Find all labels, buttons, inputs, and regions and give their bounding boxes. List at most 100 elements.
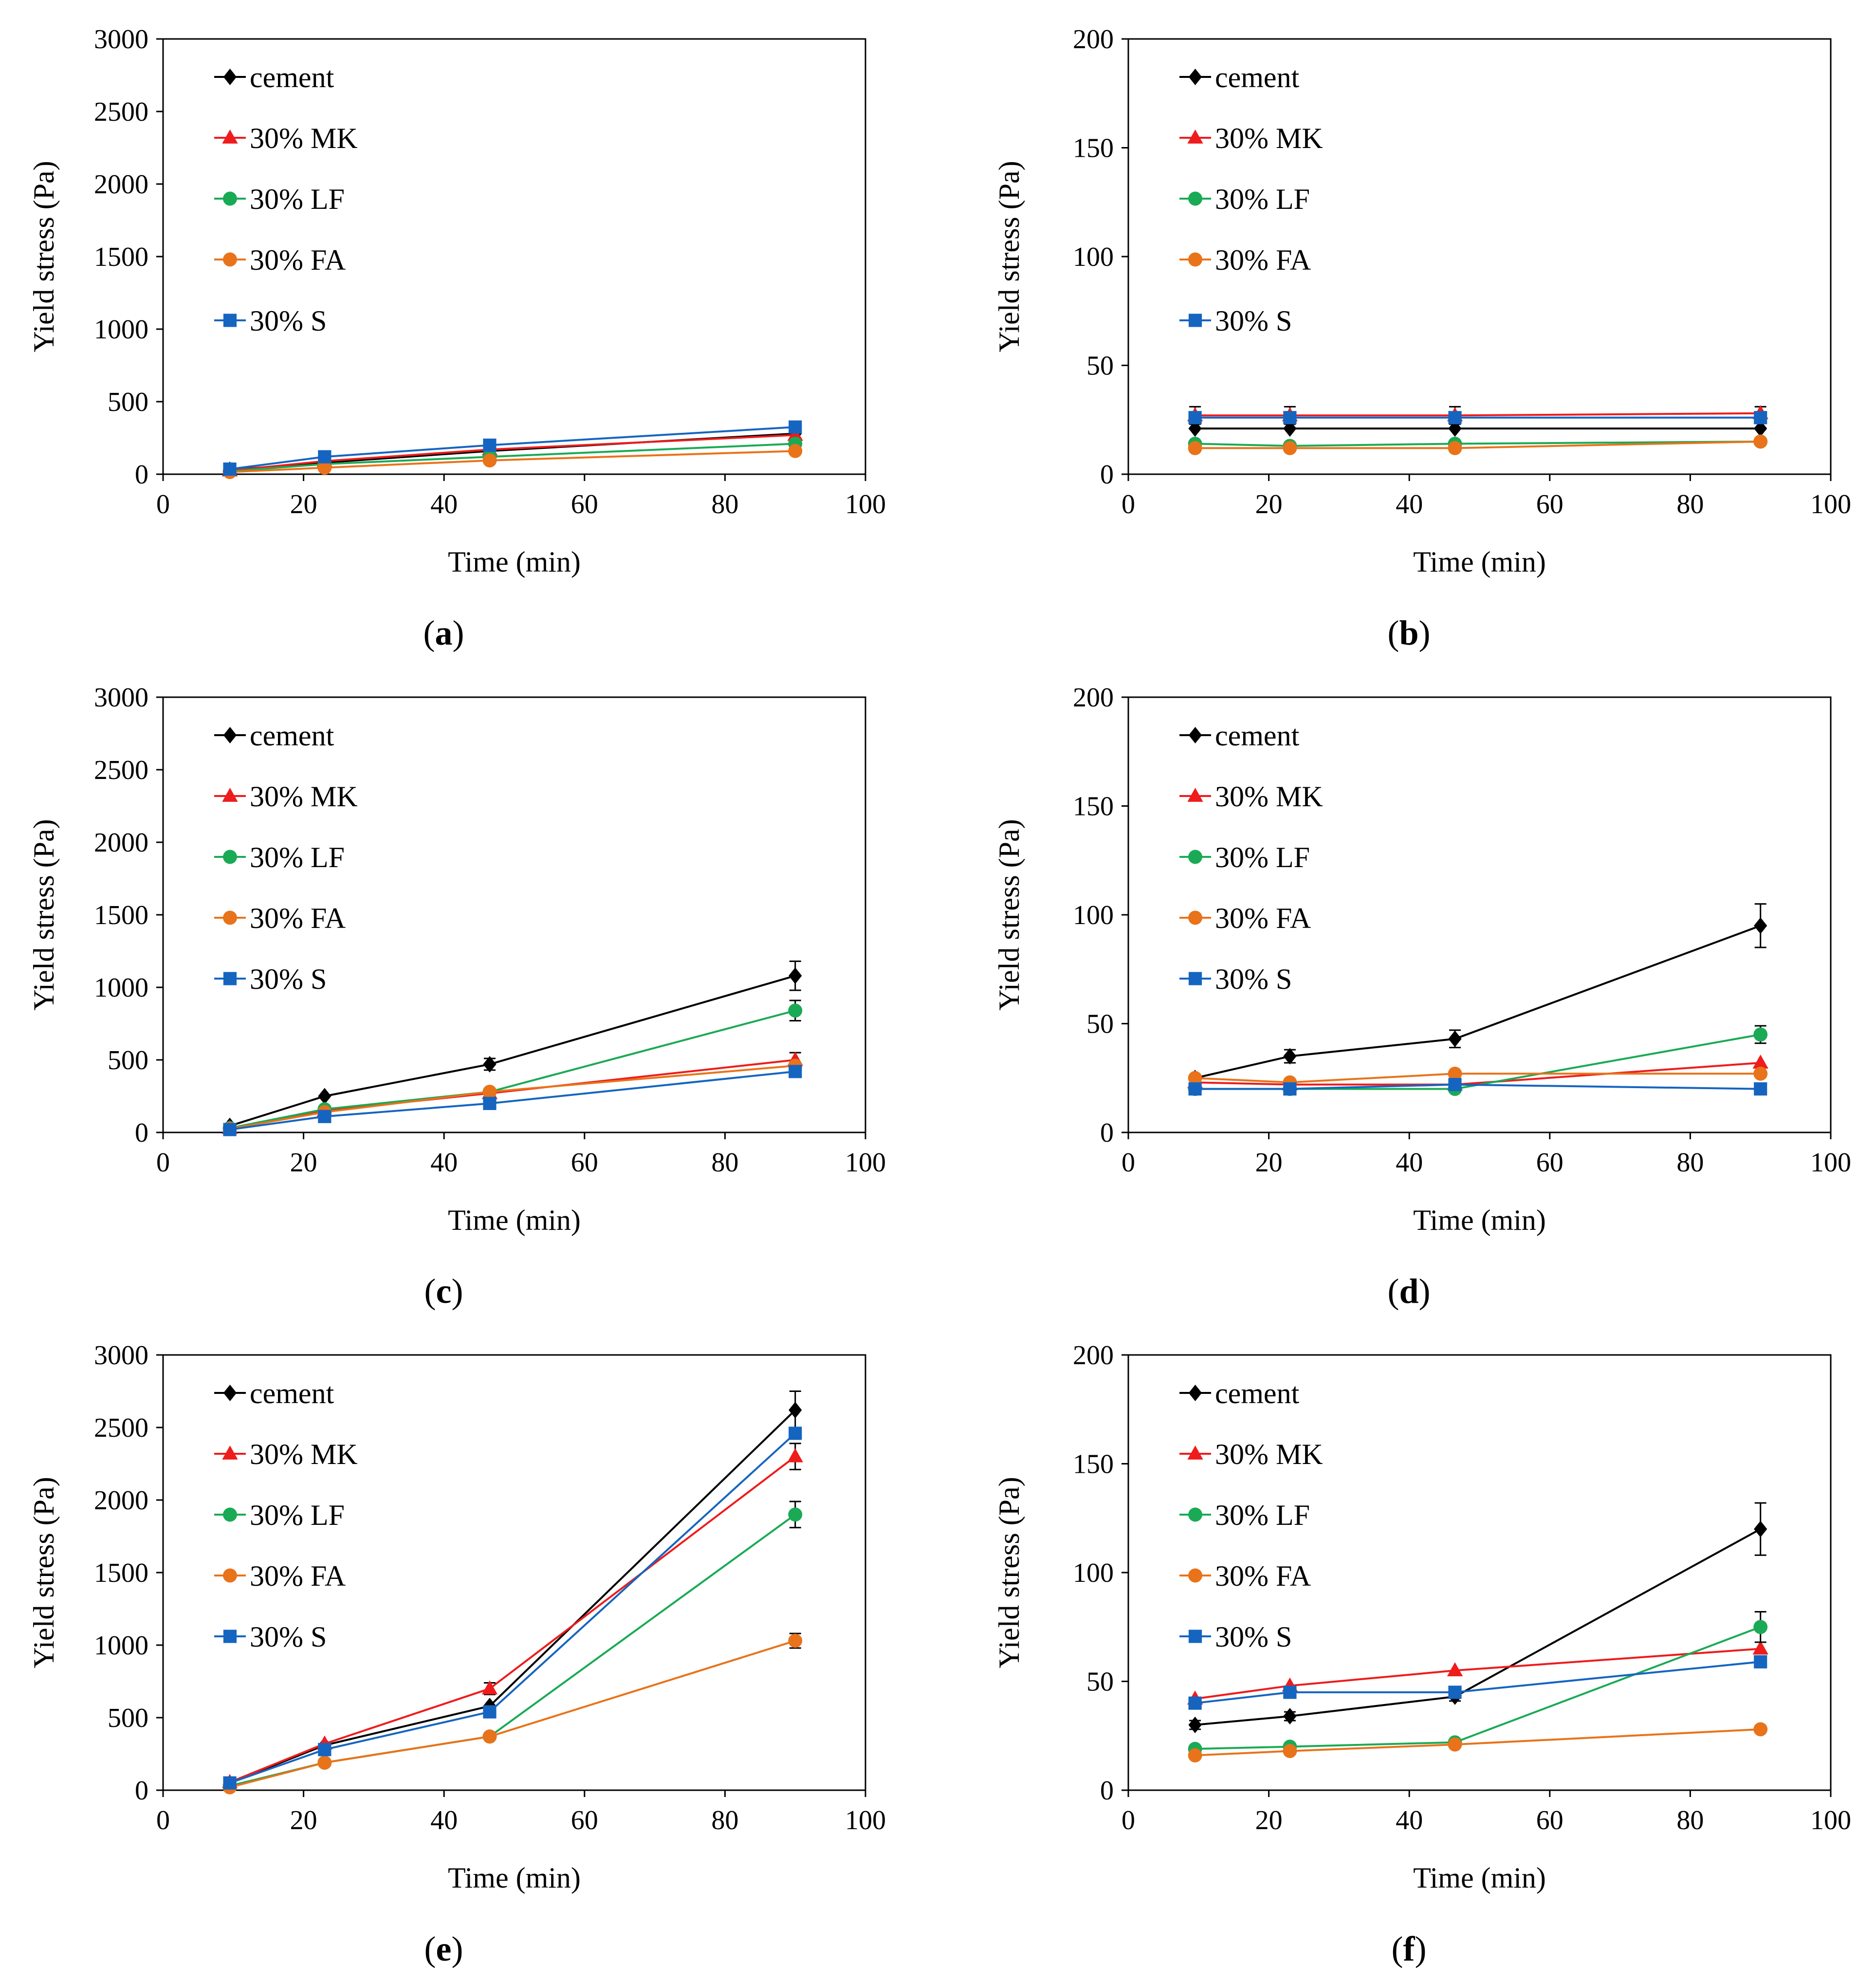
data-point	[317, 1755, 332, 1770]
legend-marker	[223, 314, 237, 327]
data-point	[1283, 1744, 1297, 1758]
x-tick-label: 100	[1810, 1148, 1851, 1178]
legend-label: 30% MK	[250, 780, 358, 813]
x-tick-label: 40	[1396, 1805, 1423, 1835]
data-point	[788, 1003, 803, 1018]
series-cement	[1188, 903, 1767, 1087]
legend-label: cement	[250, 1377, 334, 1409]
x-tick-label: 60	[1536, 1148, 1563, 1178]
data-point	[789, 420, 802, 434]
x-tick-label: 80	[711, 1805, 738, 1835]
series-30-fa	[1188, 434, 1768, 455]
series-30-fa	[1188, 1066, 1768, 1090]
x-tick-label: 40	[430, 1805, 458, 1835]
legend-marker	[223, 69, 237, 85]
legend-label: 30% LF	[250, 183, 345, 215]
data-point	[1188, 1082, 1202, 1096]
legend-marker	[1188, 69, 1202, 85]
legend-marker	[223, 1568, 237, 1583]
x-tick-label: 80	[1676, 1148, 1704, 1178]
data-point	[1753, 1722, 1768, 1737]
legend-marker	[223, 191, 237, 206]
series-line	[1195, 1661, 1761, 1705]
y-tick-label: 500	[108, 387, 148, 417]
y-tick-label: 500	[108, 1703, 148, 1733]
legend-marker	[223, 1630, 237, 1643]
x-axis-title: Time (min)	[1413, 1204, 1546, 1236]
data-point	[1448, 441, 1462, 455]
data-point	[1283, 441, 1297, 455]
legend-label: 30% LF	[250, 841, 345, 873]
chart-panel-e: 0 20 40 60 80 100050010001500200025003000Time…	[28, 1340, 886, 1968]
series-30-s	[1188, 1078, 1767, 1096]
legend-marker	[223, 1507, 237, 1522]
y-tick-label: 1000	[94, 315, 148, 345]
data-point	[789, 967, 802, 984]
y-axis-title: Yield stress (Pa)	[993, 161, 1025, 352]
legend-label: cement	[250, 720, 334, 752]
x-tick-label: 40	[1396, 1148, 1423, 1178]
series-line	[1195, 1073, 1761, 1084]
y-tick-label: 1500	[94, 900, 148, 930]
series-line	[229, 975, 796, 1127]
y-tick-label: 2000	[94, 169, 148, 200]
legend-label: 30% MK	[1215, 780, 1323, 813]
series-line	[229, 1640, 796, 1788]
y-tick-label: 200	[1073, 1340, 1114, 1371]
data-point	[788, 1633, 803, 1648]
y-tick-label: 2000	[94, 828, 148, 858]
chart-panel-c: 0 20 40 60 80 100050010001500200025003000Time…	[28, 683, 886, 1311]
y-axis-title: Yield stress (Pa)	[28, 161, 60, 352]
panel-caption: (b)	[1387, 613, 1430, 652]
series-cement	[1188, 1502, 1767, 1733]
data-point	[223, 1123, 237, 1136]
legend-marker	[1187, 130, 1203, 144]
data-point	[1448, 1066, 1462, 1081]
series-line	[229, 443, 795, 473]
legend-label: 30% S	[1215, 305, 1292, 337]
legend-marker	[223, 850, 237, 864]
legend: cement 30% MK 30% LF 30% FA 30% S	[1179, 1377, 1323, 1653]
data-point	[1283, 1082, 1297, 1096]
data-point	[1283, 1686, 1297, 1699]
data-point	[787, 426, 803, 441]
series-line	[1195, 1528, 1761, 1726]
y-tick-label: 0	[135, 460, 148, 490]
legend: cement 30% MK 30% LF 30% FA 30% S	[214, 1377, 358, 1653]
x-tick-label: 0	[1122, 1805, 1135, 1835]
x-tick-label: 40	[430, 1148, 458, 1178]
series-line	[229, 434, 795, 472]
x-tick-label: 60	[571, 1805, 598, 1835]
series-cement	[1188, 420, 1767, 437]
x-tick-label: 100	[845, 489, 886, 519]
data-point	[1448, 1030, 1462, 1047]
legend-marker	[222, 130, 238, 144]
series-30-s	[223, 1065, 802, 1136]
legend-marker	[1188, 252, 1202, 267]
data-point	[1753, 1027, 1768, 1042]
y-tick-label: 1500	[94, 242, 148, 272]
legend-marker	[223, 252, 237, 267]
legend-marker	[1188, 972, 1202, 985]
series-30-s	[1188, 1655, 1767, 1710]
data-point	[788, 444, 803, 458]
series-30-mk	[1187, 405, 1768, 425]
data-point	[1283, 1708, 1297, 1725]
y-tick-label: 2500	[94, 755, 148, 785]
series-30-mk	[221, 1443, 803, 1788]
series-cement	[223, 960, 802, 1134]
data-point	[481, 1680, 498, 1695]
x-tick-label: 60	[1536, 1805, 1563, 1835]
legend-label: 30% MK	[1215, 122, 1323, 154]
y-tick-label: 200	[1073, 683, 1114, 713]
x-tick-label: 100	[845, 1805, 886, 1835]
x-tick-label: 0	[1122, 1148, 1135, 1178]
series-30-fa	[1188, 1722, 1768, 1762]
data-point	[1283, 411, 1297, 425]
panel-caption: (f)	[1392, 1929, 1427, 1968]
chart-panel-f: 0 20 40 60 80 100 0 50 100 150 200 Time (min) Yield …	[993, 1340, 1851, 1968]
data-point	[1448, 1686, 1462, 1699]
legend-label: 30% S	[250, 305, 327, 337]
legend-marker	[223, 1385, 237, 1401]
legend-label: 30% FA	[1215, 244, 1311, 276]
